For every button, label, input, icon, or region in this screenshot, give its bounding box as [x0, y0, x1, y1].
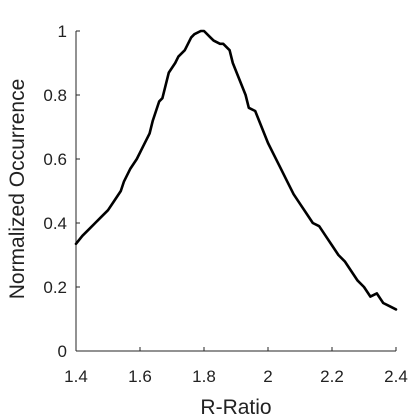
x-tick-label: 1.6 [128, 367, 152, 386]
y-tick-label: 0.4 [43, 214, 67, 233]
y-tick-label: 0.6 [43, 150, 67, 169]
y-tick-label: 0.8 [43, 86, 67, 105]
y-axis-ticks: 0 0.2 0.4 0.6 0.8 1 [43, 22, 80, 361]
plot-area: 1.4 1.6 1.8 2 2.2 2.4 0 0.2 0.4 0.6 0.8 1 [43, 22, 407, 386]
y-tick-label: 0.2 [43, 278, 67, 297]
x-axis-title: R-Ratio [200, 396, 271, 419]
x-tick-label: 2.4 [384, 367, 408, 386]
series-line [74, 29, 398, 311]
x-tick-label: 2 [263, 367, 272, 386]
x-tick-label: 2.2 [320, 367, 344, 386]
y-tick-label: 0 [58, 342, 67, 361]
x-axis-ticks: 1.4 1.6 1.8 2 2.2 2.4 [64, 347, 408, 386]
y-tick-label: 1 [58, 22, 67, 41]
x-tick-label: 1.4 [64, 367, 88, 386]
x-tick-label: 1.8 [192, 367, 216, 386]
y-axis-title: Normalized Occurrence [6, 79, 29, 300]
